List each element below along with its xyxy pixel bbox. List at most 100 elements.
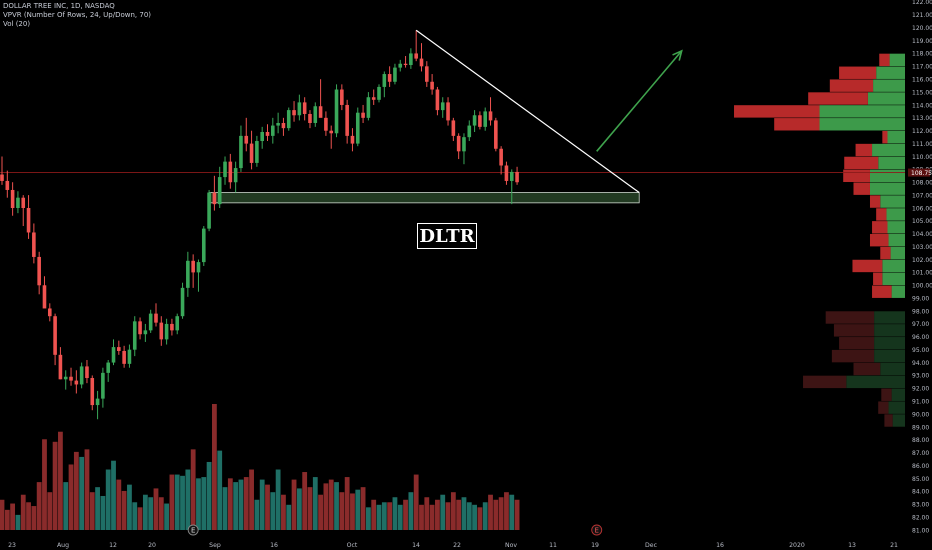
candle-body	[159, 322, 164, 340]
volume-profile	[734, 53, 905, 427]
time-tick-label: 21	[890, 542, 898, 549]
volume-bar	[291, 479, 297, 530]
candle-body	[425, 66, 429, 82]
volume-profile-down-bar	[843, 169, 870, 182]
volume-bar	[58, 431, 63, 530]
volume-profile-up-bar	[880, 195, 905, 208]
time-tick-label: Aug	[57, 542, 69, 549]
volume-bar	[233, 482, 239, 530]
time-tick-label: 20	[148, 542, 156, 549]
volume-bar	[68, 464, 74, 530]
price-tick-label: 115.00	[912, 89, 932, 96]
price-tick-label: 83.00	[912, 502, 929, 509]
volume-bar	[328, 479, 334, 530]
volume-bar	[334, 482, 339, 530]
candle-body	[440, 102, 445, 111]
volume-bar	[318, 494, 323, 530]
candle-body	[292, 110, 296, 116]
candle-body	[191, 260, 195, 273]
candle-body	[478, 115, 482, 127]
candle-body	[127, 349, 132, 364]
candle-body	[334, 89, 339, 134]
price-tick-label: 102.00	[912, 257, 932, 264]
volume-bar	[408, 492, 414, 530]
candle-body	[90, 378, 95, 406]
candle-body	[472, 115, 477, 126]
candle-body	[143, 330, 148, 335]
chart-title: DOLLAR TREE INC, 1D, NASDAQ	[3, 2, 115, 10]
volume-bar	[376, 504, 382, 530]
candle-body	[355, 112, 360, 144]
time-tick-label: 2020	[789, 542, 805, 549]
volume-bar	[498, 497, 504, 530]
volume-bar	[429, 504, 435, 530]
candle-body	[499, 148, 503, 166]
price-tick-label: 97.00	[912, 321, 929, 328]
price-tick-label: 90.00	[912, 411, 929, 418]
volume-bar	[302, 472, 308, 530]
volume-indicator-label[interactable]: Vol (20)	[3, 20, 31, 28]
vpvr-indicator-label[interactable]: VPVR (Number Of Rows, 24, Up/Down, 70)	[3, 11, 152, 19]
volume-profile-up-bar	[891, 388, 905, 401]
volume-bar	[132, 502, 138, 530]
volume-bar	[238, 479, 244, 530]
price-axis: 81.00 82.00 83.00 84.00 85.00 86.00 87.00 88.00…	[906, 0, 932, 540]
candle-body	[249, 143, 254, 163]
volume-profile-down-bar	[829, 79, 874, 92]
volume-profile-down-bar	[825, 311, 875, 324]
volume-bar	[217, 450, 223, 530]
time-tick-label: Sep	[209, 542, 221, 549]
price-tick-label: 95.00	[912, 347, 929, 354]
volume-bar	[95, 487, 100, 530]
candle-body	[239, 135, 243, 169]
volume-bar	[84, 449, 90, 530]
candle-body	[117, 347, 121, 351]
candle-body	[196, 262, 201, 273]
volume-profile-up-bar	[876, 66, 905, 79]
volume-profile-up-bar	[888, 401, 905, 414]
price-tick-label: 107.00	[912, 192, 932, 199]
candle-body	[387, 74, 392, 82]
volume-profile-down-bar	[876, 208, 887, 221]
candle-body	[170, 323, 174, 331]
volume-bar	[440, 494, 446, 530]
time-tick-label: 13	[848, 542, 856, 549]
volume-bar	[445, 502, 451, 530]
candle-body	[329, 130, 334, 134]
volume-bar	[137, 507, 143, 530]
price-tick-label: 81.00	[912, 527, 929, 534]
candle-body	[382, 74, 387, 87]
candle-body	[111, 347, 116, 363]
candle-body	[419, 58, 424, 67]
price-tick-label: 116.00	[912, 77, 932, 84]
price-tick-label: 113.00	[912, 115, 932, 122]
volume-bar	[365, 507, 371, 530]
volume-profile-down-bar	[839, 66, 877, 79]
volume-bar	[424, 497, 430, 530]
volume-bar	[509, 494, 515, 530]
candle-body	[398, 63, 403, 68]
volume-profile-up-bar	[888, 234, 905, 247]
candle-body	[509, 171, 514, 181]
volume-profile-up-bar	[892, 414, 905, 427]
volume-bar	[79, 456, 85, 530]
candle-body	[446, 102, 450, 121]
volume-bar	[286, 504, 292, 530]
candle-body	[324, 117, 328, 131]
volume-profile-down-bar	[880, 246, 891, 260]
price-tick-label: 118.00	[912, 51, 932, 58]
volume-profile-down-bar	[853, 362, 881, 376]
candle-body	[79, 366, 84, 385]
volume-profile-down-bar	[803, 375, 847, 389]
volume-bar	[243, 477, 249, 530]
candle-body	[308, 113, 312, 123]
volume-bar	[450, 492, 456, 530]
candle-body	[414, 53, 418, 59]
volume-bar	[477, 507, 483, 530]
volume-profile-up-bar	[872, 143, 905, 157]
price-tick-label: 85.00	[912, 476, 929, 483]
candle-body	[5, 180, 10, 190]
volume-bar	[212, 404, 217, 530]
candle-body	[26, 208, 31, 233]
